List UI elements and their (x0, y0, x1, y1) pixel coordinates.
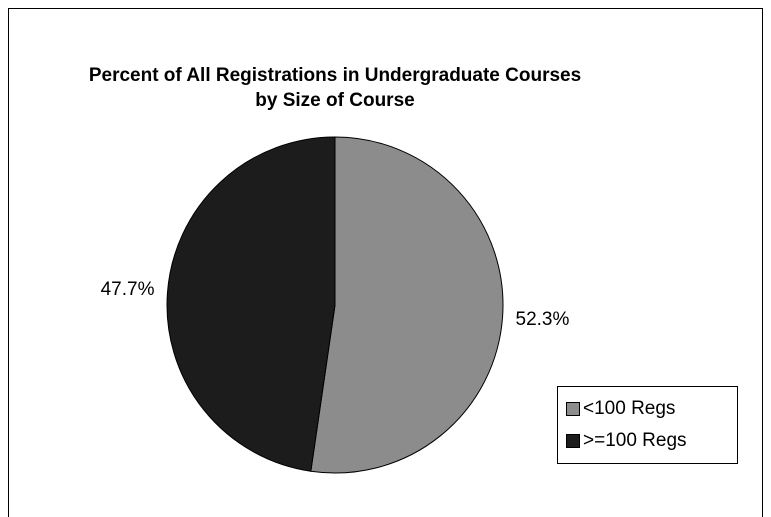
chart-title: Percent of All Registrations in Undergra… (89, 65, 581, 86)
data-label: 47.7% (101, 279, 155, 300)
pie-slice (310, 136, 504, 474)
legend-label: >=100 Regs (583, 430, 687, 451)
legend-swatch (566, 434, 580, 448)
pie-slice (166, 136, 336, 472)
chart-frame (8, 8, 763, 517)
chart-title: by Size of Course (255, 90, 414, 111)
legend-box (557, 386, 738, 464)
legend-label: <100 Regs (583, 398, 675, 419)
data-label: 52.3% (516, 309, 570, 330)
legend-swatch (566, 402, 580, 416)
